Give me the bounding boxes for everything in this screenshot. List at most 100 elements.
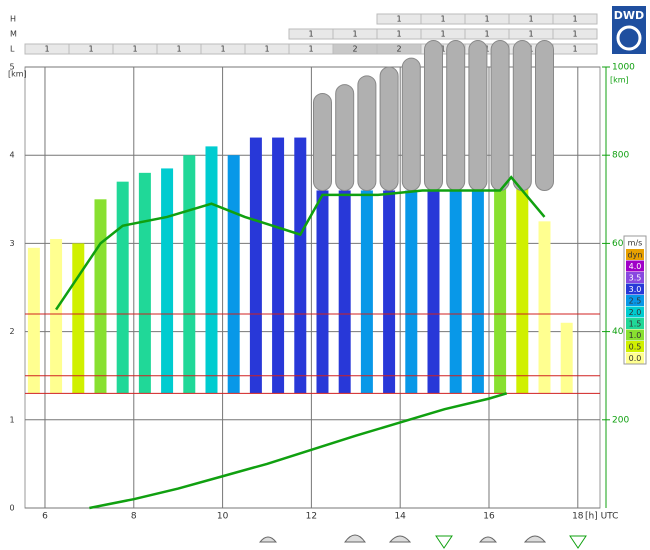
y2-tick-label: 800 [612,151,629,161]
wind-column [471,190,484,394]
wind-column [449,190,462,394]
cloud-tower [379,66,399,191]
y2-tick-label: 400 [612,327,629,337]
x-tick-label: 18 [572,512,584,522]
x-tick-label: 16 [483,512,495,522]
cloud-value: 1 [88,45,93,54]
cloud-tower [335,84,355,191]
x-tick-label: 8 [131,512,137,522]
legend-label: 0.0 [629,354,642,363]
legend-label: 2.0 [629,308,642,317]
wind-column [249,137,262,394]
series-line [89,392,508,510]
cloud-tower [534,40,554,191]
legend-label: 1.5 [629,320,642,329]
legend-label: 1.0 [629,331,642,340]
cloud-value: 2 [352,45,357,54]
cloud-value: 1 [572,45,577,54]
wind-column [427,190,440,394]
wind-column [116,181,129,394]
wind-column [360,190,373,394]
cloud-tower [468,40,488,191]
legend-label: 4.0 [629,262,642,271]
y2-tick-label: 200 [612,415,629,425]
cloud-cell [552,13,598,25]
cloud-value: 1 [264,45,269,54]
cloud-value: 1 [396,30,401,39]
legend-title: m/s [628,239,643,248]
cloud-value: 1 [484,15,489,24]
y-tick-label: 2 [9,327,14,336]
cloud-value: 1 [132,45,137,54]
cloud-value: 1 [528,15,533,24]
y2-unit: [km] [610,76,629,85]
legend-swatch [626,318,644,329]
wind-column [405,190,418,394]
legend-swatch [626,341,644,352]
legend-swatch [626,295,644,306]
series-line [55,175,546,311]
wind-column [138,172,151,394]
cloud-value: 1 [440,15,445,24]
wind-column [72,243,85,394]
cloud-value: 2 [396,45,401,54]
weather-icons [258,534,547,543]
cloud-value: 1 [528,30,533,39]
wind-column [161,168,174,394]
wind-column [516,172,529,394]
weather-triangles [435,535,587,549]
wind-column [50,238,63,394]
y2-tick-label: 600 [612,239,629,249]
legend-swatch [626,352,644,364]
wind-column [494,172,507,394]
legend-swatch [626,249,644,260]
wind-column [560,322,573,394]
x-tick-label: 14 [394,512,406,522]
y-tick-label: 5 [9,63,14,72]
y-unit: [km] [8,70,27,79]
cloud-value: 1 [44,45,49,54]
legend-swatch [626,260,644,272]
cloud-value: 1 [484,30,489,39]
cloud-value: 1 [440,45,445,54]
legend-label: 0.5 [629,343,642,352]
legend-label: 3.5 [629,274,642,283]
logo-swirl [616,25,642,51]
legend-swatch [626,283,644,295]
cloud-tower [446,40,466,191]
cloud-value: 1 [176,45,181,54]
legend-swatch [626,329,644,341]
x-tick-label: 10 [217,512,229,522]
wind-column [538,221,551,394]
legend-label: dyn [628,251,643,260]
cloud-value: 1 [396,15,401,24]
wind-column [383,190,396,394]
cloud-value: 1 [308,45,313,54]
cloud-tower [312,92,332,191]
y-tick-label: 4 [9,151,14,160]
cloud-tower [423,40,443,191]
wind-column [183,155,196,394]
row-label: L [10,45,15,54]
y-tick-label: 0 [9,504,14,513]
y2-tick-label: 1000 [612,63,635,73]
cloud-value: 1 [308,30,313,39]
logo-box [612,6,646,54]
cloud-tower [357,75,377,191]
wind-column [205,146,218,394]
wind-column [27,247,40,394]
wind-column [227,155,240,394]
row-label: H [10,15,16,24]
wind-column [294,137,307,394]
cloud-value: 1 [220,45,225,54]
cloud-tower [512,40,532,191]
cloud-value: 1 [572,15,577,24]
legend-swatch [626,306,644,318]
x-tick-label: 12 [306,512,317,522]
cloud-tower [490,40,510,191]
logo-text: DWD [614,9,644,22]
cloud-tower [401,57,421,191]
wind-column [272,137,285,394]
wind-column [316,190,329,394]
